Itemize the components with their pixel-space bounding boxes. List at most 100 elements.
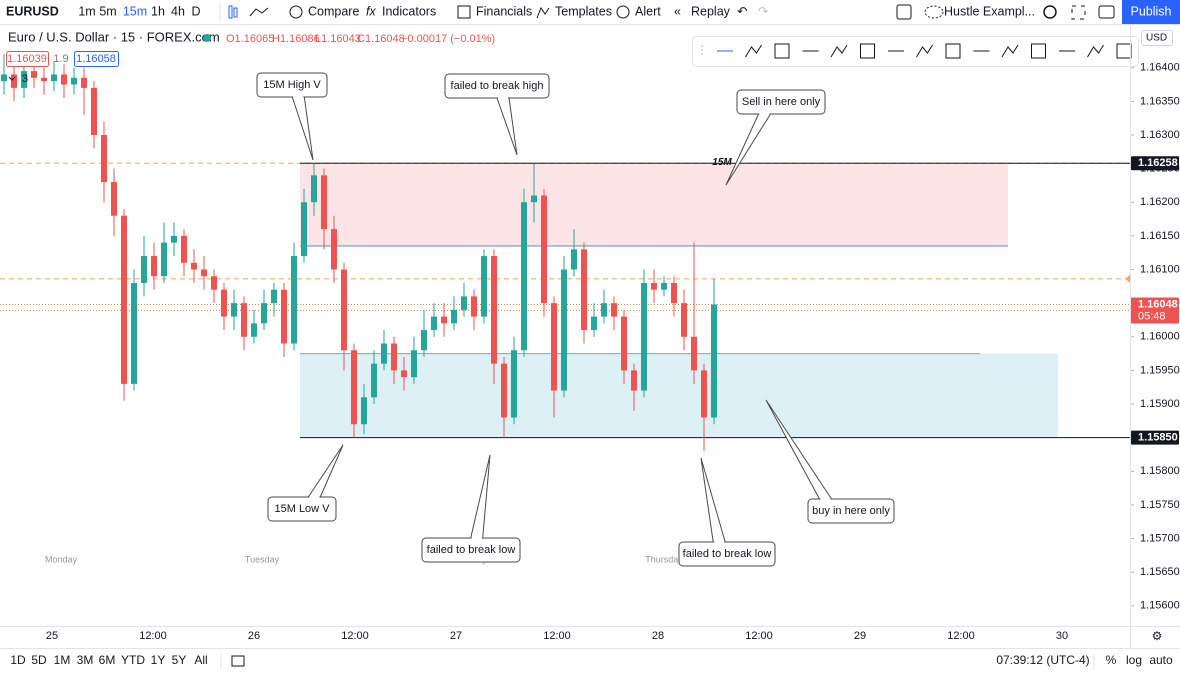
price-label-box [1131, 430, 1179, 445]
ask-box[interactable] [74, 51, 119, 67]
interval-button[interactable]: 5m [99, 4, 116, 18]
candle-body [41, 77, 47, 82]
range-group: 1D 5D 1M 3M 6M YTD 1Y 5Y All [10, 653, 207, 667]
range-button[interactable]: 1D [10, 653, 26, 667]
replay-button[interactable]: Replay [691, 4, 731, 18]
candle-body [81, 77, 87, 88]
callout-text[interactable]: Sell in here only [742, 96, 821, 108]
candle-body [521, 202, 527, 351]
range-button[interactable]: 3M [77, 653, 94, 667]
interval-button[interactable]: 15m [123, 4, 147, 18]
alert-button[interactable]: Alert [635, 4, 661, 18]
interval-button[interactable]: 4h [171, 4, 185, 18]
candle-body [361, 397, 367, 425]
candle-body [461, 296, 467, 310]
indicators-button[interactable]: Indicators [382, 4, 436, 18]
y-tick-label: 1.15750 [1140, 499, 1180, 511]
symbol[interactable]: EURUSD [6, 4, 59, 18]
tool-button[interactable] [1001, 44, 1019, 58]
y-tick-label: 1.16300 [1140, 129, 1180, 141]
auto-toggle[interactable]: auto [1149, 653, 1173, 667]
range-button[interactable]: 6M [99, 653, 116, 667]
candle-body [581, 249, 587, 331]
callout-text[interactable]: 15M Low V [274, 503, 330, 515]
tool-button[interactable] [774, 43, 790, 59]
candle-body [591, 316, 597, 331]
layout-name[interactable]: Hustle Exampl... [944, 4, 1035, 18]
tool-button[interactable] [945, 43, 961, 59]
candle-body [21, 71, 27, 88]
percent-toggle[interactable]: % [1106, 653, 1117, 667]
price-label: 1.16048 [1138, 298, 1178, 310]
publish-button[interactable] [1122, 0, 1180, 24]
legend-open: O1.16065 [226, 33, 274, 45]
templates-button[interactable]: Templates [555, 4, 612, 18]
snapshot-button[interactable] [1098, 5, 1115, 19]
financials-icon [457, 5, 471, 19]
candle-body [291, 256, 297, 344]
range-button[interactable]: YTD [121, 653, 145, 667]
drag-handle: ⋮ [696, 43, 708, 57]
zone-label: 15M [712, 157, 732, 168]
candle-body [71, 77, 77, 85]
interval-button[interactable]: 1m [78, 4, 95, 18]
candle-body [601, 303, 607, 317]
indicators-icon: fx [366, 4, 376, 18]
y-tick-label: 1.16400 [1140, 62, 1180, 74]
day-label: Monday [45, 554, 78, 564]
layout-icon[interactable] [896, 4, 912, 20]
range-button[interactable]: 1M [54, 653, 71, 667]
y-tick-label: 1.16100 [1140, 263, 1180, 275]
candle-body [371, 363, 377, 398]
tool-button[interactable] [745, 44, 762, 58]
tool-button[interactable] [916, 44, 933, 58]
zone [300, 353, 1058, 438]
interval-button[interactable]: 1h [151, 4, 165, 18]
cloud-icon [924, 5, 944, 19]
financials-button[interactable]: Financials [476, 4, 532, 18]
tool-icon [1001, 44, 1019, 58]
redo-button[interactable]: ↷ [758, 4, 769, 18]
compare-button[interactable]: Compare [308, 4, 359, 18]
callout-text[interactable]: buy in here only [812, 505, 890, 517]
y-tick-label: 1.15900 [1140, 398, 1180, 410]
indicator-icon[interactable] [249, 7, 269, 17]
tool-icon [830, 44, 848, 58]
date-range-button[interactable] [231, 655, 245, 667]
axis-settings[interactable]: ⚙ [1152, 629, 1163, 643]
candle-body [281, 289, 287, 344]
candle-body [301, 202, 307, 257]
settings-button[interactable] [1043, 5, 1057, 19]
bid-box[interactable] [6, 51, 49, 67]
range-button[interactable]: 1Y [151, 653, 166, 667]
range-button[interactable]: All [194, 653, 207, 667]
tool-button[interactable] [1031, 43, 1046, 59]
currency-box[interactable] [1141, 30, 1173, 46]
tool-button[interactable] [830, 44, 848, 58]
interval-button[interactable]: D [191, 4, 200, 18]
candle-body [551, 303, 557, 391]
tool-button[interactable] [860, 43, 875, 59]
tool-button[interactable] [1087, 44, 1104, 58]
zone [300, 163, 1008, 246]
callout-text[interactable]: 15M High V [263, 79, 321, 91]
undo-button[interactable]: ↶ [737, 4, 748, 18]
range-button[interactable]: 5Y [172, 653, 187, 667]
callout-text[interactable]: failed to break low [427, 544, 516, 556]
x-tick-label: 12:00 [139, 630, 167, 642]
chart-type-icon[interactable] [228, 5, 233, 19]
callout-box [256, 72, 328, 98]
clock[interactable]: 07:39:12 (UTC-4) [996, 653, 1089, 667]
callout-text[interactable]: failed to break low [683, 548, 772, 560]
log-toggle[interactable]: log [1126, 653, 1142, 667]
range-button[interactable]: 5D [31, 653, 47, 667]
fullscreen-button[interactable] [1071, 5, 1086, 20]
collapse-icon[interactable] [8, 76, 16, 81]
x-tick-label: 12:00 [947, 630, 975, 642]
price-label-box [1131, 297, 1179, 324]
publish-label: Publish [1131, 4, 1172, 18]
candle-body [341, 269, 347, 351]
candle-body [141, 256, 147, 283]
x-tick-label: 28 [652, 630, 664, 642]
callout-text[interactable]: failed to break high [451, 80, 544, 92]
